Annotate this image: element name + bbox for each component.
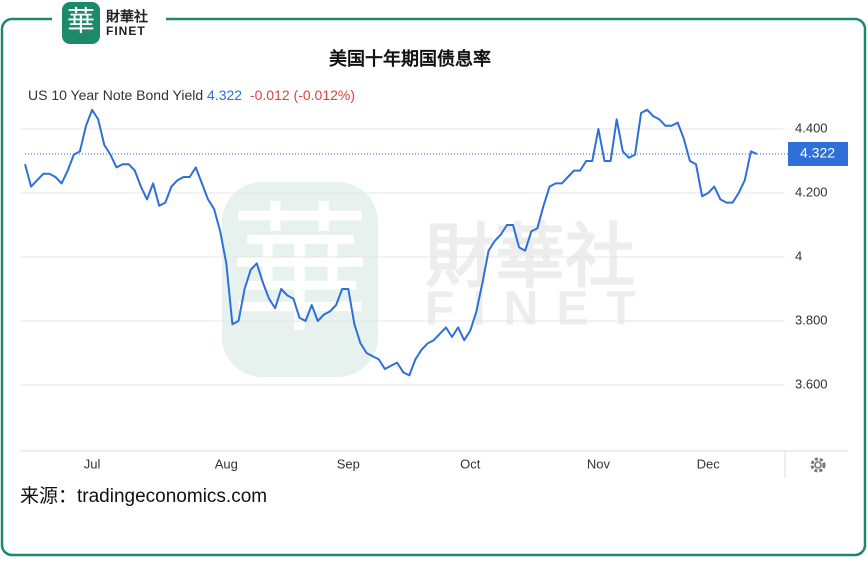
gear-hub <box>814 461 822 469</box>
logo-badge <box>62 2 100 44</box>
chart-title: 美国十年期国债息率 <box>329 48 491 69</box>
last-value-tag <box>788 141 848 166</box>
logo-name: 財華社 <box>105 9 148 25</box>
x-tick-label: Oct <box>460 456 481 471</box>
settings-icon[interactable] <box>810 457 826 473</box>
source: 来源：tradingeconomics.com <box>20 485 267 507</box>
logo-char: 華 <box>67 5 95 38</box>
x-tick-label: Jul <box>84 456 101 471</box>
x-tick-label: Aug <box>215 456 238 471</box>
legend: US 10 Year Note Bond Yield 4.322 -0.012 … <box>28 87 355 103</box>
watermark-char: 華 <box>230 190 370 353</box>
logo-latin: FINET <box>106 24 146 38</box>
gear-teeth <box>810 457 826 473</box>
series-line <box>24 108 758 377</box>
x-tick-label: Nov <box>587 456 611 471</box>
y-tick-label: 3.600 <box>795 376 828 391</box>
watermark-latin: FINET <box>425 283 654 336</box>
x-tick-label: Dec <box>697 456 721 471</box>
watermark-badge <box>222 182 378 377</box>
y-tick-label: 3.800 <box>795 312 828 327</box>
y-tick-label: 4 <box>795 248 802 263</box>
legend-name: US 10 Year Note Bond Yield <box>28 87 203 103</box>
y-tick-label: 4.200 <box>795 184 828 199</box>
legend-value: 4.322 <box>207 87 242 103</box>
frame <box>0 17 867 557</box>
watermark-name: 財華社 <box>425 217 635 295</box>
watermark: 華 財華社 FINET <box>222 182 654 377</box>
y-tick-label: 4.400 <box>795 120 828 135</box>
last-value-label: 4.322 <box>800 145 835 161</box>
x-tick-label: Sep <box>337 456 360 471</box>
legend-change: -0.012 (-0.012%) <box>250 87 355 103</box>
